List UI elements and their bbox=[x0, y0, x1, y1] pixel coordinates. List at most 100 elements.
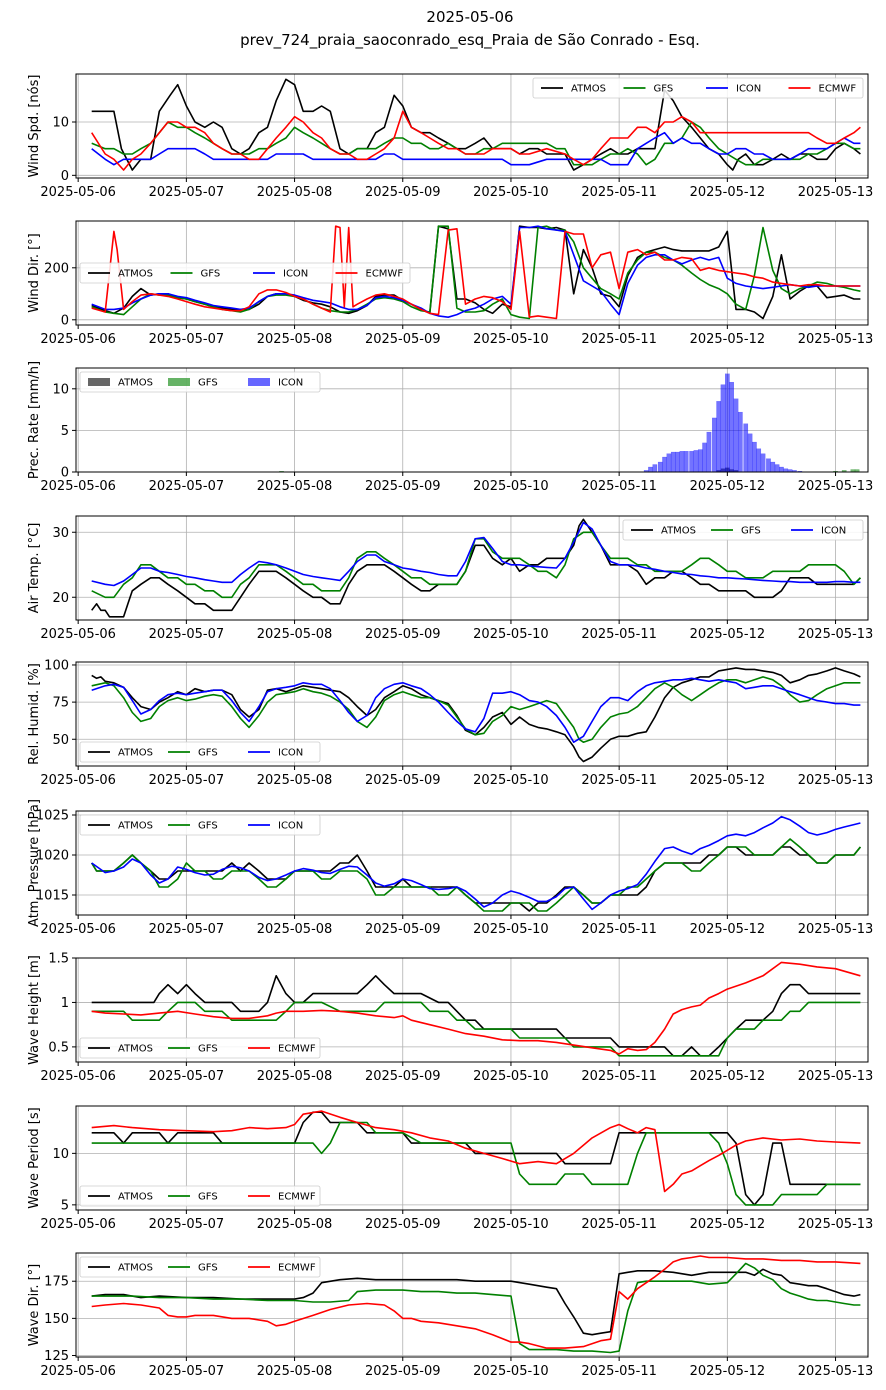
x-tick-label: 2025-05-11 bbox=[581, 1364, 657, 1379]
legend-label-atmos: ATMOS bbox=[118, 269, 153, 280]
x-tick-label: 2025-05-06 bbox=[40, 332, 116, 347]
x-tick-label: 2025-05-08 bbox=[257, 332, 333, 347]
legend-label-icon: ICON bbox=[283, 269, 308, 280]
axes-frame bbox=[75, 515, 869, 621]
x-tick-label: 2025-05-10 bbox=[473, 479, 549, 494]
series-line-icon bbox=[91, 131, 861, 166]
axes-frame bbox=[75, 1252, 869, 1358]
series-line-icon bbox=[91, 677, 861, 743]
x-tick-label: 2025-05-08 bbox=[257, 1364, 333, 1379]
legend-box bbox=[79, 262, 411, 284]
legend: ATMOS GFS ICON bbox=[79, 371, 321, 393]
y-tick-label: 20 bbox=[52, 591, 69, 606]
plot-area bbox=[91, 815, 862, 912]
x-tick-label: 2025-05-10 bbox=[473, 627, 549, 642]
x-tick-label: 2025-05-07 bbox=[149, 479, 225, 494]
bar-icon bbox=[702, 442, 707, 472]
x-tick-label: 2025-05-09 bbox=[365, 185, 441, 200]
legend: ATMOS GFS ICON ECMWF bbox=[79, 262, 411, 284]
bar-icon bbox=[752, 441, 757, 472]
series-line-gfs bbox=[91, 1262, 861, 1354]
x-tick-label: 2025-05-07 bbox=[149, 185, 225, 200]
bar-icon bbox=[697, 449, 703, 472]
panel-3: 0 5 10 2025-05-06 2025-05-07 2025-05-08 2025-0… bbox=[27, 361, 873, 494]
series-line-icon bbox=[91, 521, 861, 587]
legend: ATMOS GFS ICON bbox=[79, 814, 321, 836]
panel-2: 0 200 2025-05-06 2025-05-07 2025-05-08 2025-0… bbox=[27, 220, 873, 347]
legend-label-gfs: GFS bbox=[198, 821, 218, 832]
legend-label-atmos: ATMOS bbox=[571, 84, 606, 95]
y-tick-label: 200 bbox=[44, 261, 69, 276]
x-tick-label: 2025-05-10 bbox=[473, 332, 549, 347]
y-tick-label: 10 bbox=[52, 382, 69, 397]
legend-label-gfs: GFS bbox=[198, 378, 218, 389]
x-tick-label: 2025-05-12 bbox=[690, 1069, 766, 1084]
x-tick-label: 2025-05-06 bbox=[40, 922, 116, 937]
panel-6: 1015 1020 1025 2025-05-06 2025-05-07 2025-05-… bbox=[27, 799, 873, 937]
x-tick-label: 2025-05-06 bbox=[40, 1069, 116, 1084]
bar-icon bbox=[657, 461, 663, 472]
x-tick-label: 2025-05-06 bbox=[40, 773, 116, 788]
plot-area bbox=[279, 373, 860, 472]
y-tick-label: 5 bbox=[61, 424, 69, 439]
axes-frame bbox=[75, 73, 869, 179]
series-line-ecmwf bbox=[91, 961, 861, 1055]
legend-label-gfs: GFS bbox=[198, 1192, 218, 1203]
x-tick-label: 2025-05-13 bbox=[798, 185, 874, 200]
plot-area bbox=[91, 225, 861, 320]
bar-icon bbox=[652, 464, 658, 472]
y-tick-label: 0.5 bbox=[48, 1040, 69, 1055]
x-tick-label: 2025-05-10 bbox=[473, 1217, 549, 1232]
bar-icon bbox=[689, 451, 694, 472]
series-line-atmos bbox=[91, 518, 861, 618]
plot-area bbox=[91, 518, 861, 618]
x-tick-label: 2025-05-13 bbox=[798, 773, 874, 788]
legend-label-atmos: ATMOS bbox=[118, 1192, 153, 1203]
series-line-icon bbox=[91, 225, 861, 318]
legend: ATMOS GFS ECMWF bbox=[79, 1037, 321, 1059]
y-tick-label: 0 bbox=[61, 169, 69, 184]
x-tick-label: 2025-05-07 bbox=[149, 1364, 225, 1379]
series-line-atmos bbox=[91, 1268, 861, 1336]
plot-area bbox=[91, 1255, 861, 1354]
legend-box bbox=[79, 814, 321, 836]
y-tick-label: 10 bbox=[52, 1147, 69, 1162]
x-tick-label: 2025-05-10 bbox=[473, 1069, 549, 1084]
x-tick-label: 2025-05-09 bbox=[365, 1364, 441, 1379]
legend-label-icon: ICON bbox=[278, 748, 303, 759]
y-axis-label: Rel. Humid. [%] bbox=[27, 663, 42, 765]
x-tick-label: 2025-05-08 bbox=[257, 479, 333, 494]
y-tick-label: 175 bbox=[44, 1275, 69, 1290]
x-tick-label: 2025-05-06 bbox=[40, 1217, 116, 1232]
y-axis-label: Air Temp. [°C] bbox=[27, 523, 42, 614]
y-tick-label: 5 bbox=[61, 1198, 69, 1213]
x-tick-label: 2025-05-06 bbox=[40, 627, 116, 642]
x-tick-label: 2025-05-09 bbox=[365, 479, 441, 494]
y-axis-label: Prec. Rate [mm/h] bbox=[27, 361, 42, 479]
x-tick-label: 2025-05-08 bbox=[257, 773, 333, 788]
bar-icon bbox=[774, 464, 780, 472]
legend-label-ecmwf: ECMWF bbox=[278, 1263, 316, 1274]
y-axis-label: Atm. Pressure [hPa] bbox=[27, 799, 42, 927]
legend-label-ecmwf: ECMWF bbox=[278, 1044, 316, 1055]
bar-icon bbox=[747, 433, 753, 472]
x-tick-label: 2025-05-09 bbox=[365, 773, 441, 788]
y-tick-label: 1020 bbox=[36, 849, 69, 864]
x-tick-label: 2025-05-07 bbox=[149, 773, 225, 788]
x-tick-label: 2025-05-09 bbox=[365, 627, 441, 642]
legend-box bbox=[532, 77, 864, 99]
legend-label-atmos: ATMOS bbox=[118, 378, 153, 389]
x-tick-label: 2025-05-11 bbox=[581, 773, 657, 788]
x-tick-label: 2025-05-13 bbox=[798, 1069, 874, 1084]
legend-label-atmos: ATMOS bbox=[661, 526, 696, 537]
x-tick-label: 2025-05-11 bbox=[581, 627, 657, 642]
y-tick-label: 1025 bbox=[36, 809, 69, 824]
x-tick-label: 2025-05-09 bbox=[365, 1069, 441, 1084]
plot-area bbox=[91, 78, 861, 171]
legend-label-icon: ICON bbox=[821, 526, 846, 537]
x-tick-label: 2025-05-13 bbox=[798, 627, 874, 642]
plot-area bbox=[91, 961, 861, 1057]
y-tick-label: 100 bbox=[44, 658, 69, 673]
x-tick-label: 2025-05-12 bbox=[690, 332, 766, 347]
